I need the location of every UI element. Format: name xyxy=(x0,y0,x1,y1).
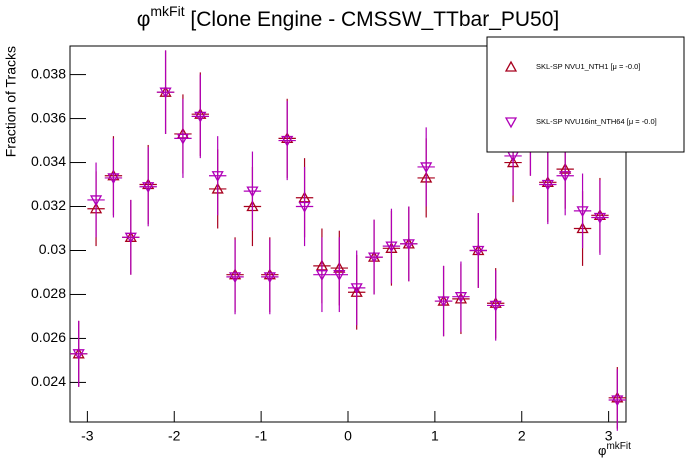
legend-label: SKL-SP NVU16int_NTH64 [μ = -0.0] xyxy=(536,117,657,126)
legend-marker xyxy=(504,117,518,129)
legend-marker xyxy=(504,60,518,72)
y-tick-label: 0.028 xyxy=(31,285,66,301)
marker xyxy=(576,206,589,218)
marker xyxy=(472,245,485,257)
marker xyxy=(385,241,398,253)
marker xyxy=(402,239,415,251)
x-tick-label: 1 xyxy=(431,428,439,444)
marker xyxy=(194,111,207,123)
y-tick-label: 0.03 xyxy=(39,241,66,257)
y-tick-label: 0.026 xyxy=(31,329,66,345)
marker xyxy=(437,296,450,308)
marker xyxy=(211,171,224,183)
y-tick-label: 0.024 xyxy=(31,373,66,389)
marker xyxy=(124,232,137,244)
x-tick-label: -2 xyxy=(168,428,181,444)
x-tick-label: -3 xyxy=(81,428,94,444)
marker xyxy=(350,283,363,295)
marker xyxy=(611,395,624,407)
marker xyxy=(489,300,502,312)
title-sup: mkFit xyxy=(150,3,184,19)
x-tick-label: -1 xyxy=(255,428,268,444)
legend-box xyxy=(486,36,685,153)
marker xyxy=(541,179,554,191)
y-axis-label: Fraction of Tracks xyxy=(3,46,19,157)
marker xyxy=(298,201,311,213)
x-tick-label: 2 xyxy=(518,428,526,444)
y-tick-label: 0.038 xyxy=(31,65,66,81)
legend: SKL-SP NVU1_NTH1 [μ = -0.0] SKL-SP NVU16i… xyxy=(486,36,685,153)
marker xyxy=(246,186,259,198)
marker xyxy=(315,270,329,282)
marker xyxy=(228,272,242,284)
marker xyxy=(420,162,433,174)
x-tick-label: 0 xyxy=(344,428,352,444)
marker xyxy=(593,212,607,224)
x-axis-label: φmkFit xyxy=(598,441,631,459)
marker xyxy=(176,133,190,145)
y-tick-label: 0.034 xyxy=(31,153,66,169)
marker xyxy=(159,87,172,99)
marker xyxy=(333,270,346,282)
marker xyxy=(72,349,85,361)
marker xyxy=(281,135,294,147)
x-tick-label: 3 xyxy=(605,428,613,444)
y-tick-label: 0.036 xyxy=(31,109,66,125)
marker xyxy=(89,195,103,207)
chart-title: φmkFit [Clone Engine - CMSSW_TTbar_PU50] xyxy=(137,3,560,31)
title-symbol: φ xyxy=(137,8,151,31)
y-tick-label: 0.032 xyxy=(31,197,66,213)
marker xyxy=(454,292,468,304)
marker xyxy=(107,173,120,185)
title-rest: [Clone Engine - CMSSW_TTbar_PU50] xyxy=(185,8,560,31)
marker xyxy=(559,171,572,183)
x-label-sup: mkFit xyxy=(606,441,631,452)
marker xyxy=(263,272,276,284)
x-label-symbol: φ xyxy=(598,443,606,458)
marker xyxy=(367,252,381,264)
marker xyxy=(142,182,155,194)
legend-label: SKL-SP NVU1_NTH1 [μ = -0.0] xyxy=(536,62,640,71)
